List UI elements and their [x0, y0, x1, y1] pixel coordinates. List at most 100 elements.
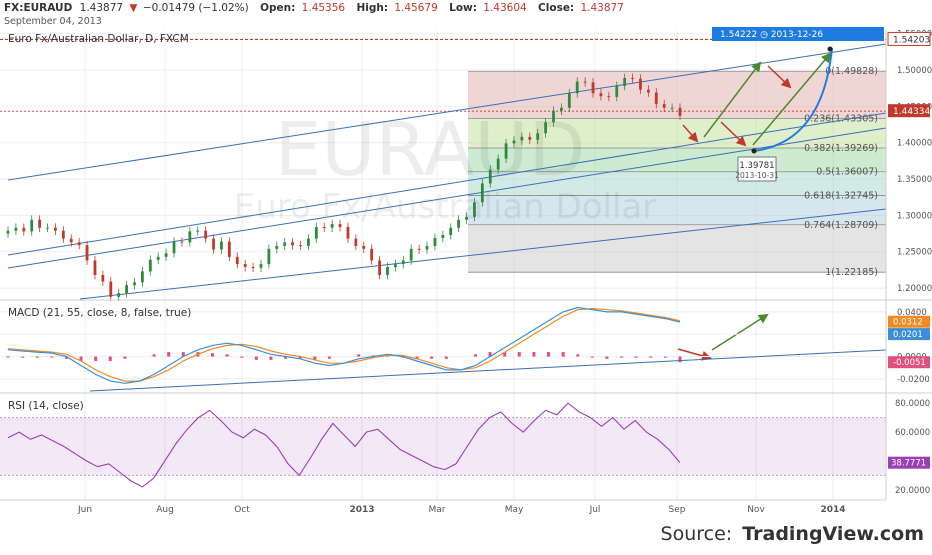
watermark-name: Euro Fx/Australian Dollar: [234, 187, 656, 227]
header-close: 1.43877: [580, 2, 623, 14]
macd-tick-label: 0.0400: [897, 308, 927, 318]
macd-series: [6, 306, 887, 392]
rsi-value-tag-box: [888, 456, 930, 469]
footer-source-brand: TradingView.com: [742, 523, 924, 545]
candle-body: [235, 256, 239, 265]
time-tick-label: Jun: [77, 505, 92, 515]
candle-body: [212, 238, 215, 250]
low-callout-value: 1.39781: [739, 161, 774, 171]
macd-trend-line: [89, 349, 887, 392]
header-change: −0.01479 (−1.02%): [143, 2, 249, 14]
header-low: 1.43604: [483, 2, 527, 14]
candle-body: [109, 281, 113, 297]
candle-body: [378, 260, 381, 276]
rsi-series: [7, 402, 681, 488]
rsi-tick-label: 20.0000: [895, 486, 930, 496]
candle-body: [662, 104, 666, 108]
header-down-icon: ▼: [129, 2, 138, 14]
time-tick-label: Sep: [669, 505, 686, 515]
projection-target-point: [827, 46, 833, 52]
macd-tick-label: -0.0200: [897, 375, 930, 385]
time-tick-label: 2014: [820, 505, 845, 515]
candle-body: [591, 82, 595, 94]
header-open: 1.45356: [302, 2, 346, 14]
candle-body: [133, 282, 136, 286]
candle-body: [623, 77, 627, 86]
candle-body: [38, 219, 42, 228]
price-tick-label: 1.40000: [897, 139, 932, 149]
candle-body: [433, 237, 437, 246]
candle-body: [449, 227, 453, 236]
candle-body: [117, 293, 121, 297]
candle-body: [536, 133, 540, 140]
time-tick-label: Nov: [747, 505, 765, 515]
candle-body: [670, 107, 674, 109]
macd-line: [7, 306, 681, 384]
macd-value-tag: -0.0051: [893, 358, 926, 368]
fib-level-label: 0.5(1.36007): [816, 167, 878, 178]
footer-source-label: Source:: [661, 523, 733, 545]
fib-zone: [468, 71, 886, 119]
fib-level-label: 1(1.22185): [825, 267, 878, 278]
time-tick-label: 2013: [349, 505, 374, 515]
candle-body: [14, 227, 18, 231]
rsi-grid: [0, 417, 886, 476]
macd-value-tag-box: [888, 315, 930, 328]
price-tick-label: 1.25000: [897, 248, 932, 258]
target-label-text: 1.54222 ◷ 2013-12-26: [720, 30, 823, 40]
rsi-band: [0, 417, 886, 476]
fib-level-label: 0.618(1.32745): [804, 190, 878, 201]
projection-up-arrow: [703, 61, 762, 138]
low-callout-box: [737, 156, 777, 182]
candle-body: [6, 230, 10, 234]
candle-body: [599, 93, 603, 97]
candle-body: [196, 230, 200, 232]
projection-up-arrow: [711, 313, 769, 351]
candle-body: [386, 267, 389, 276]
candle-body: [457, 219, 461, 228]
candle-body: [61, 230, 65, 239]
header-open-label: Open:: [260, 2, 295, 14]
candle-body: [220, 241, 223, 250]
price-tag-last-box: [888, 104, 930, 118]
time-tick-label: Oct: [234, 505, 250, 515]
rsi-tick-label: 80.0000: [895, 399, 930, 409]
main-price-axis: 1.550001.500001.450001.400001.350001.300…: [887, 30, 932, 294]
projection-low-point: [751, 148, 757, 154]
candle-body: [164, 253, 168, 257]
candle-body: [520, 136, 524, 141]
candle-body: [243, 264, 247, 268]
candle-body: [204, 230, 208, 239]
macd-axis: 0.04000.02000.0000-0.02000.03120.0201-0.…: [888, 308, 930, 385]
candle-body: [275, 245, 279, 249]
header-high-label: High:: [356, 2, 388, 14]
candle-body: [291, 242, 295, 246]
main-pane-title: Euro Fx/Australian Dollar, D, FXCM: [8, 33, 189, 45]
candle-body: [409, 248, 413, 261]
candle-body: [544, 122, 547, 134]
candle-body: [639, 78, 642, 90]
candlestick-series: [6, 73, 682, 302]
trend-channel-line: [7, 43, 887, 181]
candle-body: [156, 256, 160, 260]
macd-signal-line: [7, 307, 681, 382]
candle-body: [425, 245, 429, 250]
fib-level-label: 0(1.49828): [825, 66, 878, 77]
header-last: 1.43877: [80, 2, 123, 14]
macd-value-tag: 0.0201: [893, 330, 923, 340]
candle-body: [504, 143, 508, 159]
candle-body: [480, 183, 484, 203]
candle-body: [148, 259, 152, 272]
candle-body: [85, 245, 89, 261]
candle-body: [362, 245, 366, 249]
macd-pane-title: MACD (21, 55, close, 8, false, true): [8, 307, 191, 319]
candle-body: [646, 89, 650, 93]
candle-body: [607, 96, 611, 98]
candle-body: [259, 264, 263, 268]
macd-grid: [0, 311, 886, 380]
candle-body: [46, 227, 49, 229]
price-tick-label: 1.35000: [897, 175, 932, 185]
time-tick-label: Aug: [156, 505, 174, 515]
